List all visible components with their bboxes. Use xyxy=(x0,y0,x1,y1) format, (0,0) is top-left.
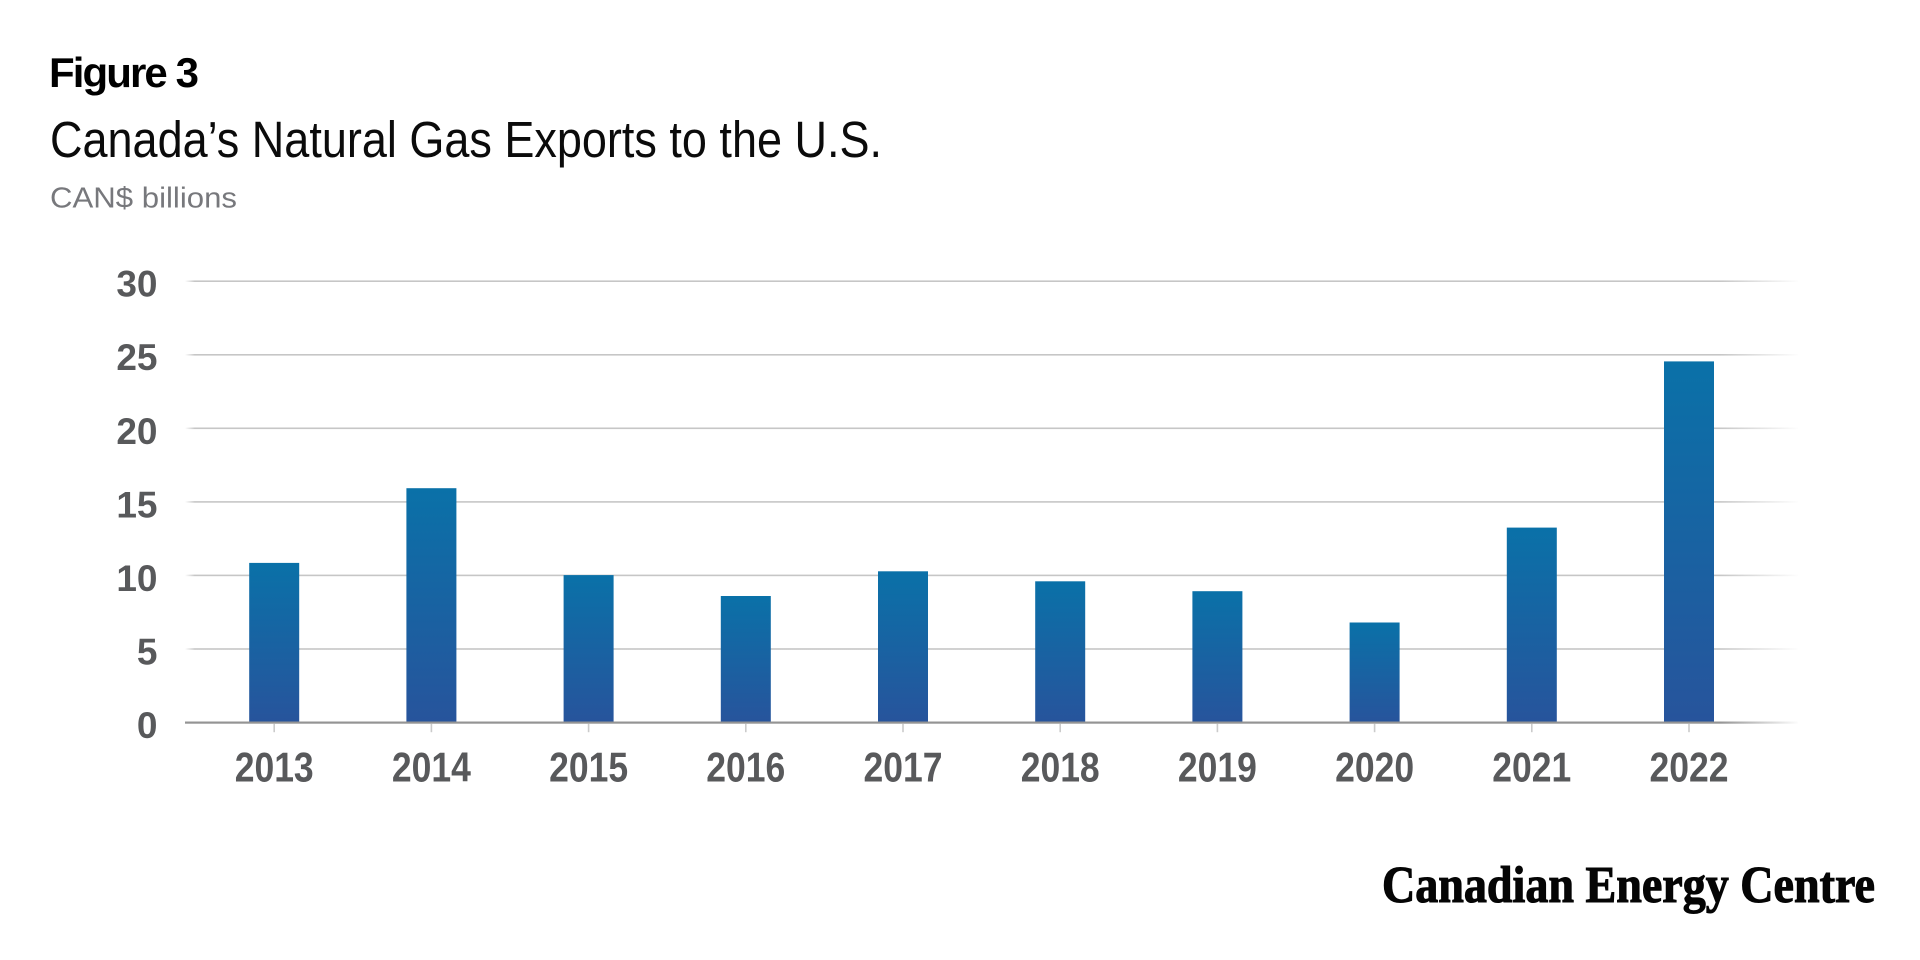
svg-text:25: 25 xyxy=(116,337,157,378)
svg-text:2018: 2018 xyxy=(1021,744,1100,791)
svg-text:Figure 3: Figure 3 xyxy=(49,49,199,96)
svg-text:2019: 2019 xyxy=(1178,744,1257,791)
svg-text:30: 30 xyxy=(116,264,157,305)
svg-text:2021: 2021 xyxy=(1492,744,1571,791)
svg-text:0: 0 xyxy=(137,705,158,746)
svg-text:10: 10 xyxy=(116,558,157,599)
svg-text:2015: 2015 xyxy=(549,744,628,791)
svg-text:2017: 2017 xyxy=(864,744,943,791)
svg-text:2014: 2014 xyxy=(392,744,472,791)
svg-text:2022: 2022 xyxy=(1650,744,1729,791)
svg-text:20: 20 xyxy=(116,411,157,452)
svg-text:Canadian Energy Centre: Canadian Energy Centre xyxy=(1382,857,1875,914)
svg-text:Canada’s Natural Gas Exports t: Canada’s Natural Gas Exports to the U.S. xyxy=(50,111,882,168)
svg-text:2013: 2013 xyxy=(235,744,314,791)
svg-text:2016: 2016 xyxy=(706,744,785,791)
svg-text:5: 5 xyxy=(137,632,158,673)
svg-text:2020: 2020 xyxy=(1335,744,1414,791)
svg-text:CAN$ billions: CAN$ billions xyxy=(50,183,237,215)
svg-text:15: 15 xyxy=(116,484,157,525)
